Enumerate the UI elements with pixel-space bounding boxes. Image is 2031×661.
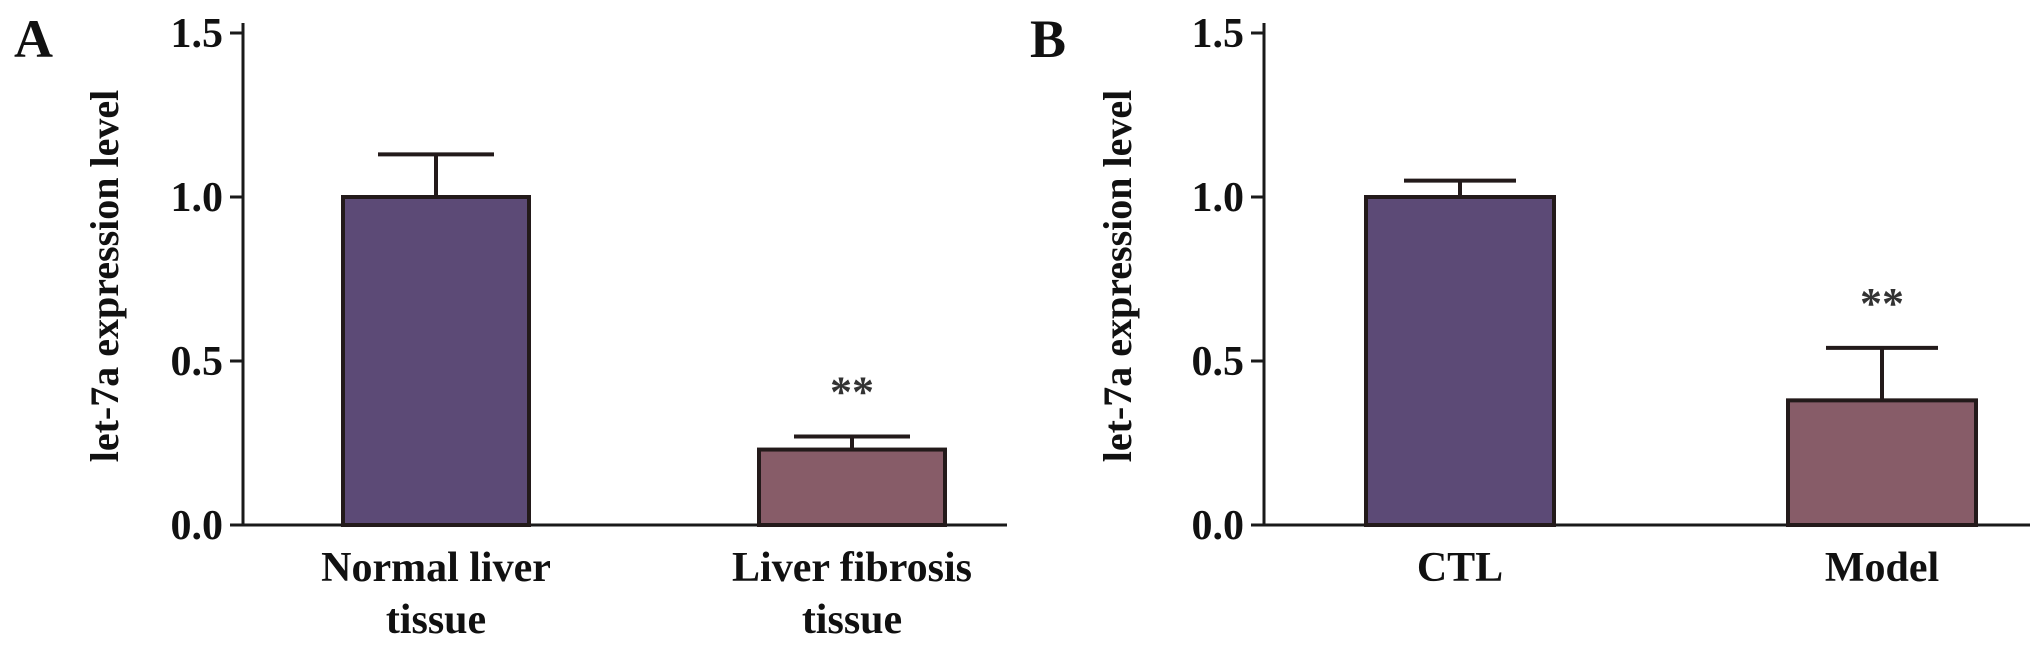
- y-ticks: 0.0 0.5 1.0 1.5: [171, 11, 243, 549]
- y-ticks: 0.0 0.5 1.0 1.5: [1192, 11, 1264, 549]
- y-tick-label: 0.5: [171, 339, 224, 385]
- y-tick-label: 1.5: [171, 11, 224, 57]
- bar: [1364, 195, 1556, 527]
- y-tick-label: 0.0: [171, 503, 224, 549]
- bars: **: [1364, 178, 1978, 527]
- y-axis-label: let-7a expression level: [1095, 90, 1140, 463]
- bar: [341, 195, 531, 527]
- panel-b: B let-7a expression level 0.0 0.5 1.0 1.5 *…: [1030, 9, 2030, 591]
- y-tick-label: 1.0: [171, 175, 224, 221]
- panel-label: A: [14, 9, 53, 69]
- significance-label: **: [1860, 279, 1904, 328]
- y-tick-label: 0.0: [1192, 503, 1245, 549]
- error-bar: [794, 434, 910, 450]
- significance-label: **: [830, 367, 874, 416]
- bars: **: [341, 152, 947, 527]
- y-axis-label: let-7a expression level: [82, 90, 127, 463]
- panel-a: A let-7a expression level 0.0 0.5 1.0 1.5 *…: [14, 9, 1007, 643]
- y-tick-label: 0.5: [1192, 339, 1245, 385]
- y-tick-label: 1.5: [1192, 11, 1245, 57]
- x-tick-label: Model: [1825, 545, 1939, 591]
- bar: [1786, 398, 1978, 527]
- y-tick-label: 1.0: [1192, 175, 1245, 221]
- category-labels: CTL Model: [1417, 545, 1939, 591]
- bar: [757, 447, 947, 527]
- error-bar: [378, 152, 494, 197]
- panel-label: B: [1030, 9, 1066, 69]
- category-labels: Normal liver tissue Liver fibrosis tissue: [321, 545, 972, 643]
- error-bar: [1826, 345, 1938, 401]
- x-tick-label: Normal liver tissue: [321, 545, 551, 643]
- error-bar: [1404, 178, 1516, 197]
- x-tick-label: CTL: [1417, 545, 1503, 591]
- x-tick-label: Liver fibrosis tissue: [732, 545, 972, 643]
